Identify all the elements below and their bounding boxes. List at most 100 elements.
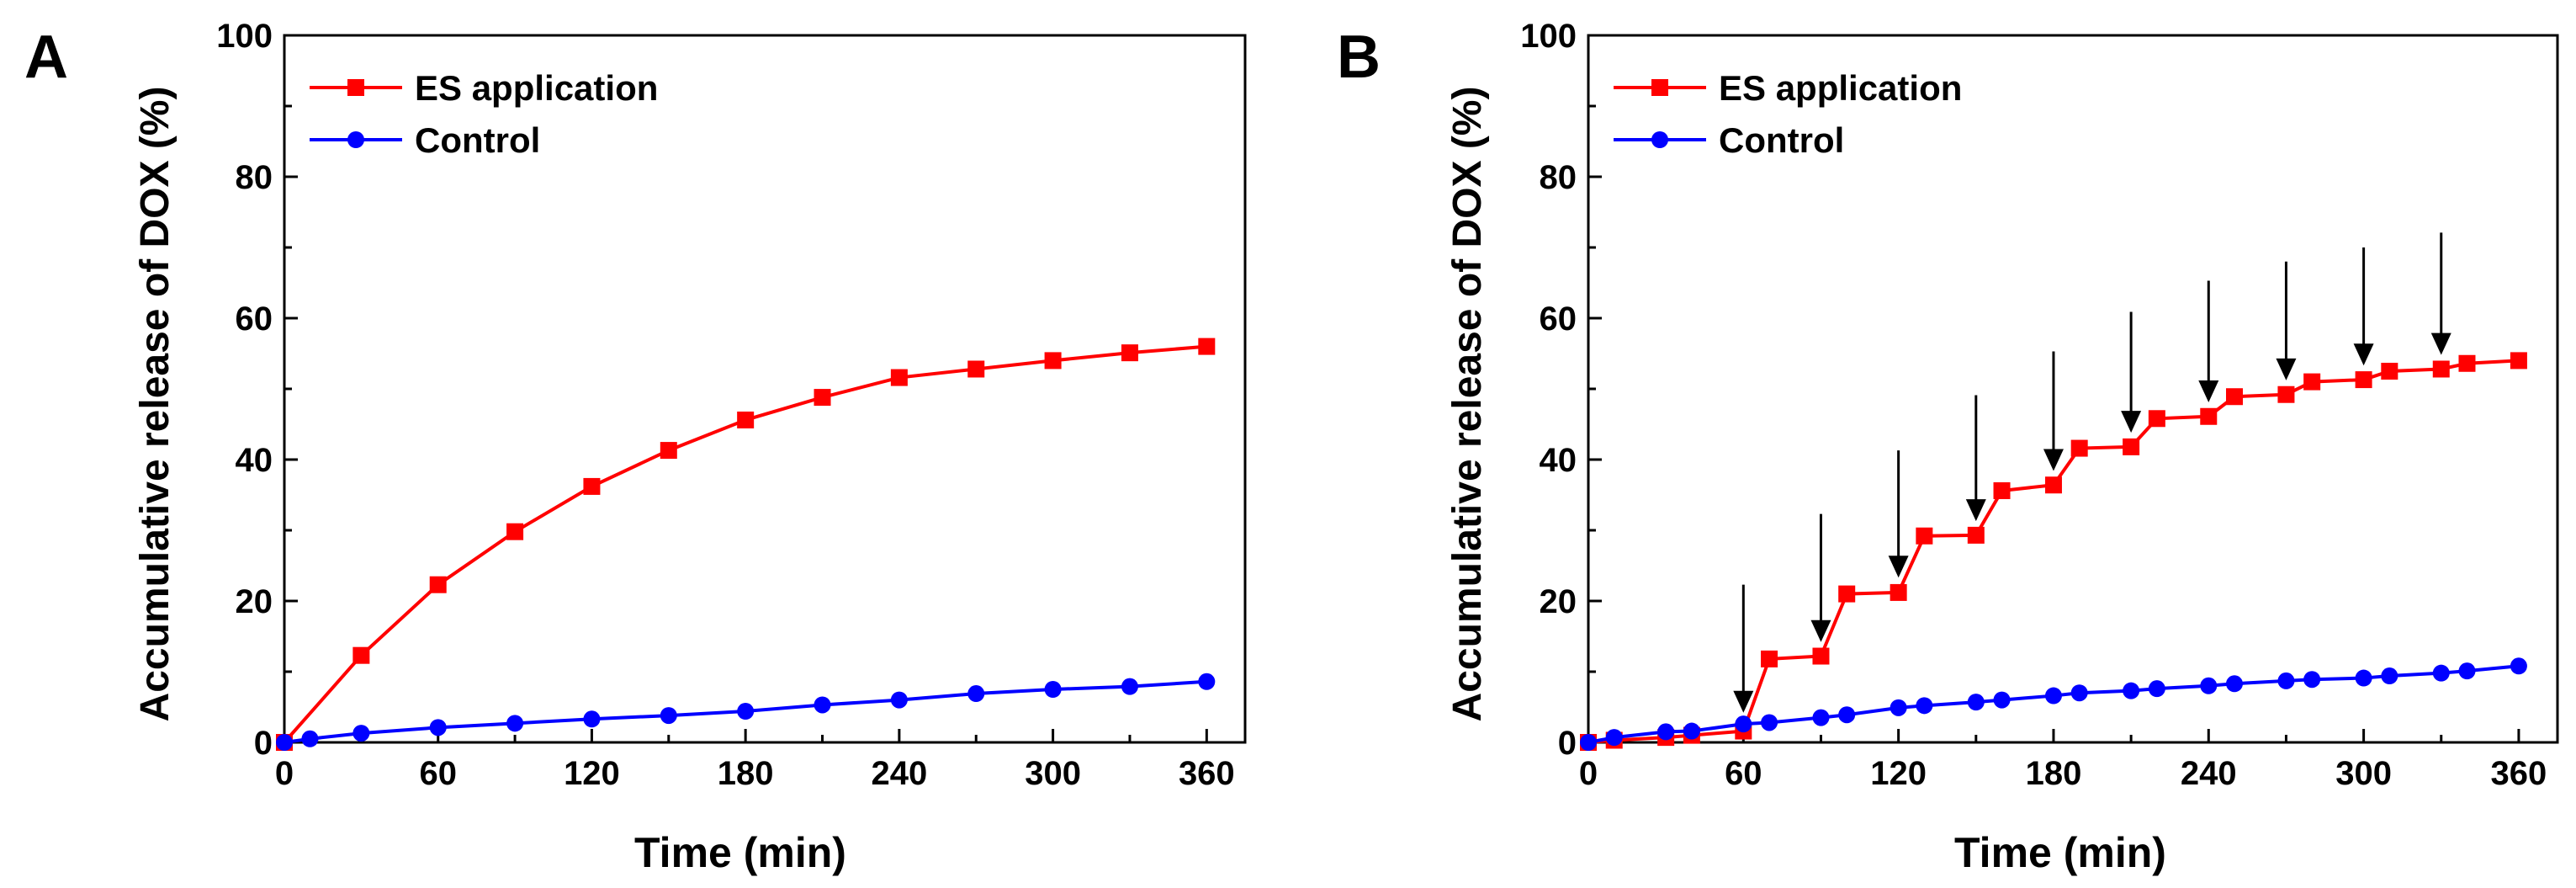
data-point-control [583,710,601,728]
data-point-control [1683,722,1700,740]
data-point-es-application [1761,650,1778,667]
data-point-control [1198,673,1216,690]
data-point-es-application [2277,386,2295,403]
legend-label: ES application [415,68,658,108]
stimulus-arrow-head [2353,343,2374,366]
y-tick-label: 40 [236,442,273,479]
data-point-es-application [2432,360,2450,378]
data-point-es-application [1838,585,1856,603]
legend-marker [347,79,364,96]
data-point-control [2458,662,2476,680]
data-point-control [1735,715,1752,733]
data-point-control [2355,669,2372,687]
panel-a: A Accumulative release of DOX (%) Time (… [24,18,1247,876]
data-point-control [1580,734,1597,751]
data-point-control [2303,671,2321,689]
data-point-control [2381,667,2398,685]
y-tick-label: 20 [236,583,273,620]
data-point-control [2226,675,2243,693]
data-point-es-application [429,576,447,593]
x-tick-label: 180 [718,755,774,792]
data-point-es-application [2200,407,2218,425]
series-line-control [284,679,1207,744]
x-tick-label: 360 [2491,755,2547,792]
x-tick-label: 300 [1025,755,1081,792]
data-point-control [1761,714,1778,731]
y-tick-label: 80 [236,159,273,196]
data-point-control [1044,681,1062,698]
data-point-control [1993,691,2011,709]
data-point-control [2123,682,2140,699]
legend-marker [1651,79,1668,96]
data-point-es-application [1993,481,2011,499]
data-point-es-application [2226,388,2243,406]
y-axis-label: Accumulative release of DOX (%) [1445,87,1490,722]
data-point-es-application [2044,476,2062,494]
data-point-control [967,685,985,703]
x-tick-label: 300 [2335,755,2392,792]
data-point-control [301,730,319,747]
data-point-es-application [1198,338,1216,355]
data-point-es-application [2303,373,2321,391]
data-point-control [814,696,831,714]
data-point-control [1605,729,1623,747]
y-tick-label: 0 [254,725,273,762]
y-tick-label: 20 [1540,583,1577,620]
legend-label: Control [415,120,540,160]
stimulus-arrow-head [2198,380,2219,402]
data-point-es-application [2355,371,2372,389]
stimulus-arrow-head [1888,556,1909,578]
data-point-es-application [660,442,677,460]
data-point-control [506,715,524,732]
data-point-control [276,734,293,751]
data-point-es-application [1916,527,1933,545]
stimulus-arrow-head [2043,449,2064,471]
legend-marker [1651,131,1668,148]
x-tick-label: 60 [1725,755,1762,792]
stimulus-arrow-head [1733,690,1754,713]
data-point-control [2044,687,2062,705]
data-point-es-application [506,523,524,540]
stimulus-arrow-head [2121,411,2142,433]
stimulus-arrow-head [1965,499,1986,522]
panel-b: B Accumulative release of DOX (%) Time (… [1337,18,2559,876]
data-point-es-application [1812,647,1830,665]
panel-label: B [1337,24,1381,91]
stimulus-arrow-head [2430,332,2451,355]
y-tick-label: 0 [1558,725,1577,762]
legend-marker [347,131,364,148]
data-point-control [1890,699,1907,716]
data-point-es-application [737,411,755,428]
y-tick-label: 80 [1540,159,1577,196]
data-point-control [1838,706,1856,724]
data-point-control [1121,678,1138,695]
data-point-control [2510,657,2527,675]
data-point-control [660,707,677,725]
x-tick-label: 240 [2181,755,2237,792]
data-point-es-application [2458,354,2476,372]
stimulus-arrow-head [1810,619,1831,642]
data-point-control [429,719,447,736]
data-point-es-application [1044,352,1062,370]
data-point-control [352,725,370,742]
data-point-es-application [2123,438,2140,455]
data-point-control [2070,684,2088,702]
x-tick-label: 0 [1579,755,1598,792]
data-point-es-application [2510,352,2527,370]
y-tick-label: 40 [1540,442,1577,479]
data-point-control [1812,709,1830,726]
x-tick-label: 60 [419,755,457,792]
data-point-control [890,691,908,709]
x-tick-label: 120 [1870,755,1927,792]
data-point-es-application [890,369,908,386]
data-point-es-application [967,360,985,378]
stimulus-arrow-head [2276,358,2297,380]
data-point-es-application [1967,526,1985,544]
data-point-control [1657,723,1675,741]
x-tick-label: 0 [275,755,294,792]
series-line-es-application [283,344,1207,744]
data-point-control [2432,664,2450,682]
data-point-es-application [352,646,370,664]
x-axis-label: Time (min) [1954,829,2166,876]
